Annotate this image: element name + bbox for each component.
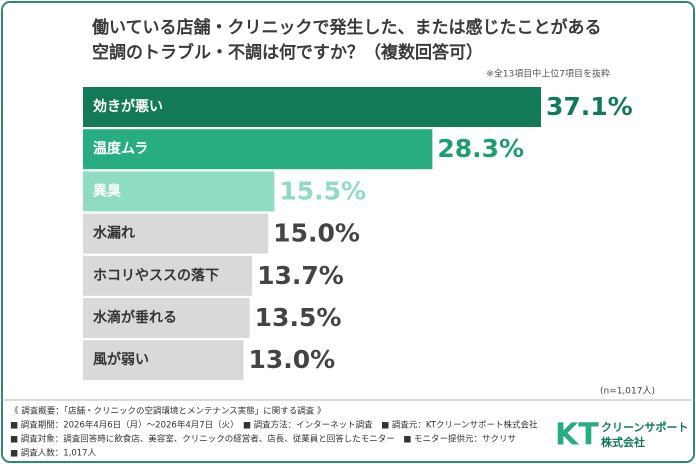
bar — [83, 171, 275, 212]
bar — [83, 298, 250, 338]
value-label: 13.7% — [257, 261, 344, 290]
value-label: 15.5% — [279, 176, 366, 205]
bar — [83, 255, 253, 296]
chart-title: 働いている店舗・クリニックで発生した、または感じたことがある — [91, 17, 602, 38]
footer-line: ■ 調査期間：2026年4月6日（月）～2026年4月7日（火） ■ 調査方法：… — [10, 420, 538, 431]
value-label: 13.0% — [248, 345, 335, 374]
bar — [83, 129, 433, 170]
logo-text: 株式会社 — [601, 435, 645, 449]
footer-line: ■ 調査対象：調査回答時に飲食店、美容室、クリニックの経営者、店長、従業員と回答… — [10, 434, 516, 445]
footer-line: 《 調査概要：「店舗・クリニックの空調環境とメンテナンス実態」に関する調査 》 — [10, 406, 326, 417]
value-label: 15.0% — [273, 219, 360, 248]
bar — [83, 340, 244, 381]
chart-title: 空調のトラブル・不調は何ですか？（複数回答可） — [92, 42, 483, 63]
note: ※全13項目中上位7項目を抜粋 — [486, 68, 610, 80]
category-label: 異臭 — [93, 182, 122, 199]
category-label: 効きが悪い — [93, 98, 163, 115]
bar — [83, 213, 269, 254]
category-label: 温度ムラ — [93, 140, 148, 157]
sample-size: (n=1,017人) — [600, 386, 655, 397]
category-label: ホコリやススの落下 — [93, 267, 219, 284]
logo-text: クリーンサポート — [601, 420, 688, 434]
category-label: 風が弱い — [93, 351, 149, 368]
footer-line: ■ 調査人数：1,017人 — [10, 448, 97, 459]
category-label: 水漏れ — [93, 225, 135, 242]
bar — [83, 87, 541, 127]
value-label: 37.1% — [546, 92, 633, 121]
value-label: 13.5% — [255, 303, 342, 332]
category-label: 水滴が垂れる — [93, 309, 177, 326]
value-label: 28.3% — [437, 134, 524, 163]
logo-mark: KT — [555, 418, 599, 453]
